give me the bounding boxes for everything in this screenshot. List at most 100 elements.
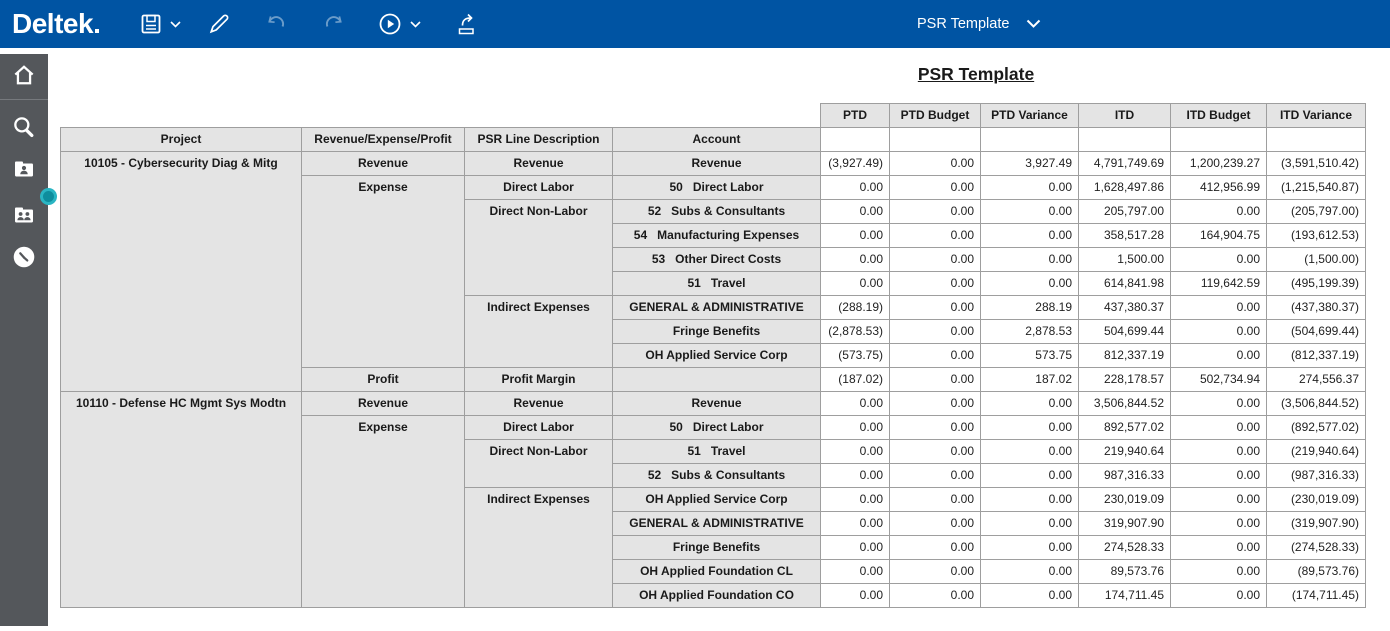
value-cell: 0.00 <box>889 343 981 368</box>
run-icon <box>377 11 403 37</box>
sidebar-resize-handle[interactable] <box>40 188 57 205</box>
account-cell: 50 Direct Labor <box>612 415 821 440</box>
value-cell: 0.00 <box>1170 295 1267 320</box>
value-cell: 0.00 <box>889 415 981 440</box>
undo-button[interactable] <box>254 4 298 44</box>
value-cell: 0.00 <box>820 487 890 512</box>
report-row: Indirect Expenses GENERAL & ADMINISTRATIV… <box>61 295 1366 368</box>
account-cell: 54 Manufacturing Expenses <box>612 223 821 248</box>
clock-icon <box>11 244 37 275</box>
value-cell: 1,500.00 <box>1078 247 1171 272</box>
save-icon <box>139 12 163 36</box>
save-button[interactable] <box>130 4 190 44</box>
sidebar-item-home[interactable] <box>0 60 48 94</box>
report-row: OH Applied Foundation CL 0.00 0.00 0.00 89,5… <box>61 559 1366 584</box>
sidebar-item-search[interactable] <box>0 112 48 146</box>
value-cell: 0.00 <box>820 439 890 464</box>
project-cell: 10105 - Cybersecurity Diag & Mitg <box>60 151 302 392</box>
value-cell: 0.00 <box>889 583 981 608</box>
psr-line-desc-cell: Indirect Expenses <box>464 295 613 368</box>
value-cell: 0.00 <box>980 223 1079 248</box>
value-cell: 0.00 <box>889 439 981 464</box>
value-header-row: PTD PTD Budget PTD Variance ITD ITD Budg… <box>61 103 1366 128</box>
report-row: Fringe Benefits 0.00 0.00 0.00 274,528.33 0.0… <box>61 535 1366 560</box>
account-cell: OH Applied Service Corp <box>612 487 821 512</box>
undo-icon <box>263 12 289 36</box>
template-selector[interactable]: PSR Template <box>917 0 1041 48</box>
top-toolbar: Deltek <box>0 0 1390 48</box>
export-button[interactable] <box>446 4 488 44</box>
account-cell: Fringe Benefits <box>612 319 821 344</box>
column-header-rev-exp-profit: Revenue/Expense/Profit <box>301 127 465 152</box>
value-cell: 0.00 <box>1170 487 1267 512</box>
sidebar-item-history[interactable] <box>0 242 48 276</box>
value-cell: 0.00 <box>889 463 981 488</box>
value-cell: 0.00 <box>980 439 1079 464</box>
value-cell: (812,337.19) <box>1266 343 1366 368</box>
value-cell: (987,316.33) <box>1266 463 1366 488</box>
deltek-logo: Deltek <box>12 8 130 40</box>
psr-report-table: PTD PTD Budget PTD Variance ITD ITD Budg… <box>60 103 1366 608</box>
sidebar-item-employee-groups[interactable] <box>0 200 48 234</box>
redo-button[interactable] <box>312 4 356 44</box>
redo-icon <box>321 12 347 36</box>
value-cell: 274,556.37 <box>1266 367 1366 392</box>
value-cell: 0.00 <box>980 271 1079 296</box>
value-cell: (230,019.09) <box>1266 487 1366 512</box>
sidebar-divider <box>0 99 48 100</box>
row-header-row: Project Revenue/Expense/Profit PSR Line … <box>60 127 1366 152</box>
edit-pencil-icon <box>207 12 231 36</box>
empty-cell <box>980 127 1079 152</box>
value-cell: (3,927.49) <box>820 151 890 176</box>
value-cell: 0.00 <box>980 535 1079 560</box>
value-cell: 0.00 <box>889 151 981 176</box>
left-sidebar <box>0 54 48 626</box>
report-row: 52 Subs & Consultants 0.00 0.00 0.00 987,316… <box>61 463 1366 488</box>
report-row: 54 Manufacturing Expenses 0.00 0.00 0.00 358… <box>61 223 1366 248</box>
report-row: Expense Direct Labor 50 Direct Labor 0.00 0.… <box>61 415 1366 608</box>
column-header-project: Project <box>60 127 302 152</box>
rev-exp-profit-cell: Expense <box>301 175 465 368</box>
value-cell: 502,734.94 <box>1170 367 1267 392</box>
value-cell: 0.00 <box>1170 247 1267 272</box>
run-button[interactable] <box>368 4 430 44</box>
rev-exp-profit-cell: Profit <box>301 367 465 392</box>
empty-cell <box>1266 127 1366 152</box>
value-cell: 0.00 <box>980 415 1079 440</box>
account-cell: Fringe Benefits <box>612 535 821 560</box>
search-icon <box>11 114 37 145</box>
value-cell: 412,956.99 <box>1170 175 1267 200</box>
account-cell: GENERAL & ADMINISTRATIVE <box>612 511 821 536</box>
rev-exp-profit-cell: Revenue <box>301 151 465 176</box>
empty-cell <box>1078 127 1171 152</box>
value-cell: (504,699.44) <box>1266 319 1366 344</box>
value-cell: (892,577.02) <box>1266 415 1366 440</box>
value-cell: 0.00 <box>980 487 1079 512</box>
value-cell: 0.00 <box>980 463 1079 488</box>
rev-exp-profit-cell: Revenue <box>301 391 465 416</box>
value-cell: 614,841.98 <box>1078 271 1171 296</box>
empty-cell <box>820 127 890 152</box>
value-cell: (1,500.00) <box>1266 247 1366 272</box>
value-cell: 0.00 <box>980 511 1079 536</box>
value-cell: (495,199.39) <box>1266 271 1366 296</box>
employee-group-icon <box>12 203 36 232</box>
value-cell: 3,506,844.52 <box>1078 391 1171 416</box>
value-cell: 3,927.49 <box>980 151 1079 176</box>
value-cell: 0.00 <box>820 535 890 560</box>
value-cell: 1,200,239.27 <box>1170 151 1267 176</box>
sidebar-item-employee[interactable] <box>0 154 48 188</box>
value-cell: 0.00 <box>889 199 981 224</box>
report-row: 53 Other Direct Costs 0.00 0.00 0.00 1,500.0… <box>61 247 1366 272</box>
edit-button[interactable] <box>198 4 240 44</box>
value-cell: 358,517.28 <box>1078 223 1171 248</box>
value-cell: (219,940.64) <box>1266 439 1366 464</box>
value-cell: 0.00 <box>980 391 1079 416</box>
value-cell: 0.00 <box>820 247 890 272</box>
report-row: Profit Profit Margin (187.02) 0.00 187.02 228… <box>61 367 1366 392</box>
report-row: Expense Direct Labor 50 Direct Labor 0.00 0.… <box>61 175 1366 368</box>
value-cell: (187.02) <box>820 367 890 392</box>
account-cell: 51 Travel <box>612 271 821 296</box>
column-header-account: Account <box>612 127 821 152</box>
column-header-ptd-variance: PTD Variance <box>980 103 1079 128</box>
